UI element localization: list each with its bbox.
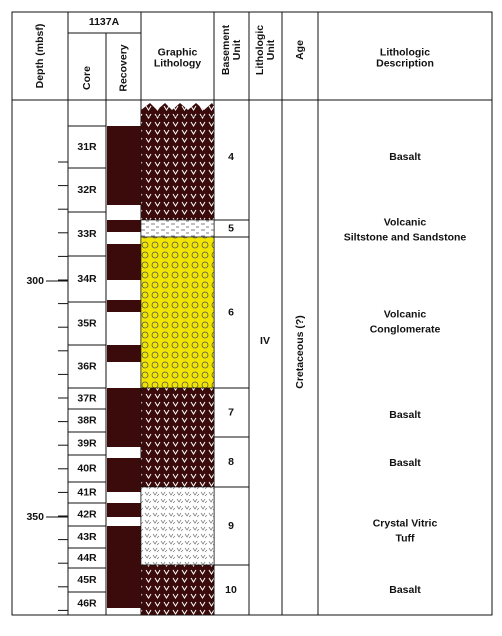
- core-label: 46R: [77, 597, 97, 609]
- core-label: 35R: [77, 317, 97, 329]
- basement-unit: 4: [228, 151, 234, 163]
- basement-unit: 10: [225, 584, 237, 596]
- column-header: Depth (mbsf): [34, 24, 46, 89]
- recovery-block: [107, 244, 141, 256]
- depth-label: 350: [26, 511, 44, 523]
- core-label: 43R: [77, 531, 97, 543]
- description: Basalt: [389, 457, 421, 469]
- recovery-block: [107, 126, 141, 205]
- site-label: 1137A: [89, 16, 120, 28]
- lithology-basalt: [140, 115, 215, 221]
- frame: [11, 11, 493, 616]
- description: Crystal Vitric: [373, 517, 438, 529]
- core-label: 44R: [77, 552, 97, 564]
- recovery-block: [107, 300, 141, 312]
- description: Conglomerate: [370, 323, 441, 335]
- column-header: Graphic: [158, 46, 198, 58]
- depth-label: 300: [26, 275, 44, 287]
- basement-unit: 6: [228, 306, 234, 318]
- description: Basalt: [389, 151, 421, 163]
- recovery-block: [107, 503, 141, 517]
- column-header: Core: [81, 66, 93, 90]
- column-header: Lithologic: [254, 25, 266, 75]
- basalt-top: [141, 103, 214, 116]
- recovery-block: [107, 458, 141, 492]
- description: Basalt: [389, 409, 421, 421]
- column-header: Basement: [220, 24, 232, 75]
- description: Volcanic: [384, 216, 427, 228]
- column-header: Lithology: [154, 57, 201, 69]
- lithologic-unit: IV: [260, 335, 270, 347]
- basement-unit: 8: [228, 456, 234, 468]
- column-header: Unit: [231, 39, 243, 60]
- recovery-block: [107, 526, 141, 608]
- recovery-block: [107, 256, 141, 280]
- core-label: 39R: [77, 437, 97, 449]
- core-label: 45R: [77, 574, 97, 586]
- core-label: 38R: [77, 414, 97, 426]
- column-header: Unit: [265, 39, 277, 60]
- core-label: 33R: [77, 228, 97, 240]
- description: Basalt: [389, 584, 421, 596]
- description: Tuff: [395, 532, 415, 544]
- recovery-block: [107, 220, 141, 232]
- lithology-silt: [140, 219, 215, 238]
- core-label: 36R: [77, 360, 97, 372]
- core-label: 34R: [77, 273, 97, 285]
- basement-unit: 7: [228, 406, 234, 418]
- column-header: Description: [376, 57, 434, 69]
- core-box: [67, 591, 107, 616]
- description: Volcanic: [384, 308, 427, 320]
- lithology-basalt: [140, 387, 215, 488]
- recovery-block: [107, 345, 141, 362]
- column-header: Age: [294, 40, 306, 60]
- lithology-cong: [140, 236, 215, 389]
- core-label: 37R: [77, 392, 97, 404]
- core-label: 40R: [77, 462, 97, 474]
- description: Siltstone and Sandstone: [344, 231, 467, 243]
- age: Cretaceous (?): [294, 315, 306, 389]
- basement-unit: 9: [228, 520, 234, 532]
- lithology-basalt: [140, 564, 215, 616]
- lithology-tuff: [140, 486, 215, 566]
- recovery-block: [107, 388, 141, 447]
- column-header: Recovery: [117, 44, 129, 91]
- core-label: 41R: [77, 486, 97, 498]
- basement-unit: 5: [228, 222, 234, 234]
- core-label: 42R: [77, 508, 97, 520]
- column-header: Lithologic: [380, 46, 430, 58]
- core-label: 32R: [77, 184, 97, 196]
- core-label: 31R: [77, 141, 97, 153]
